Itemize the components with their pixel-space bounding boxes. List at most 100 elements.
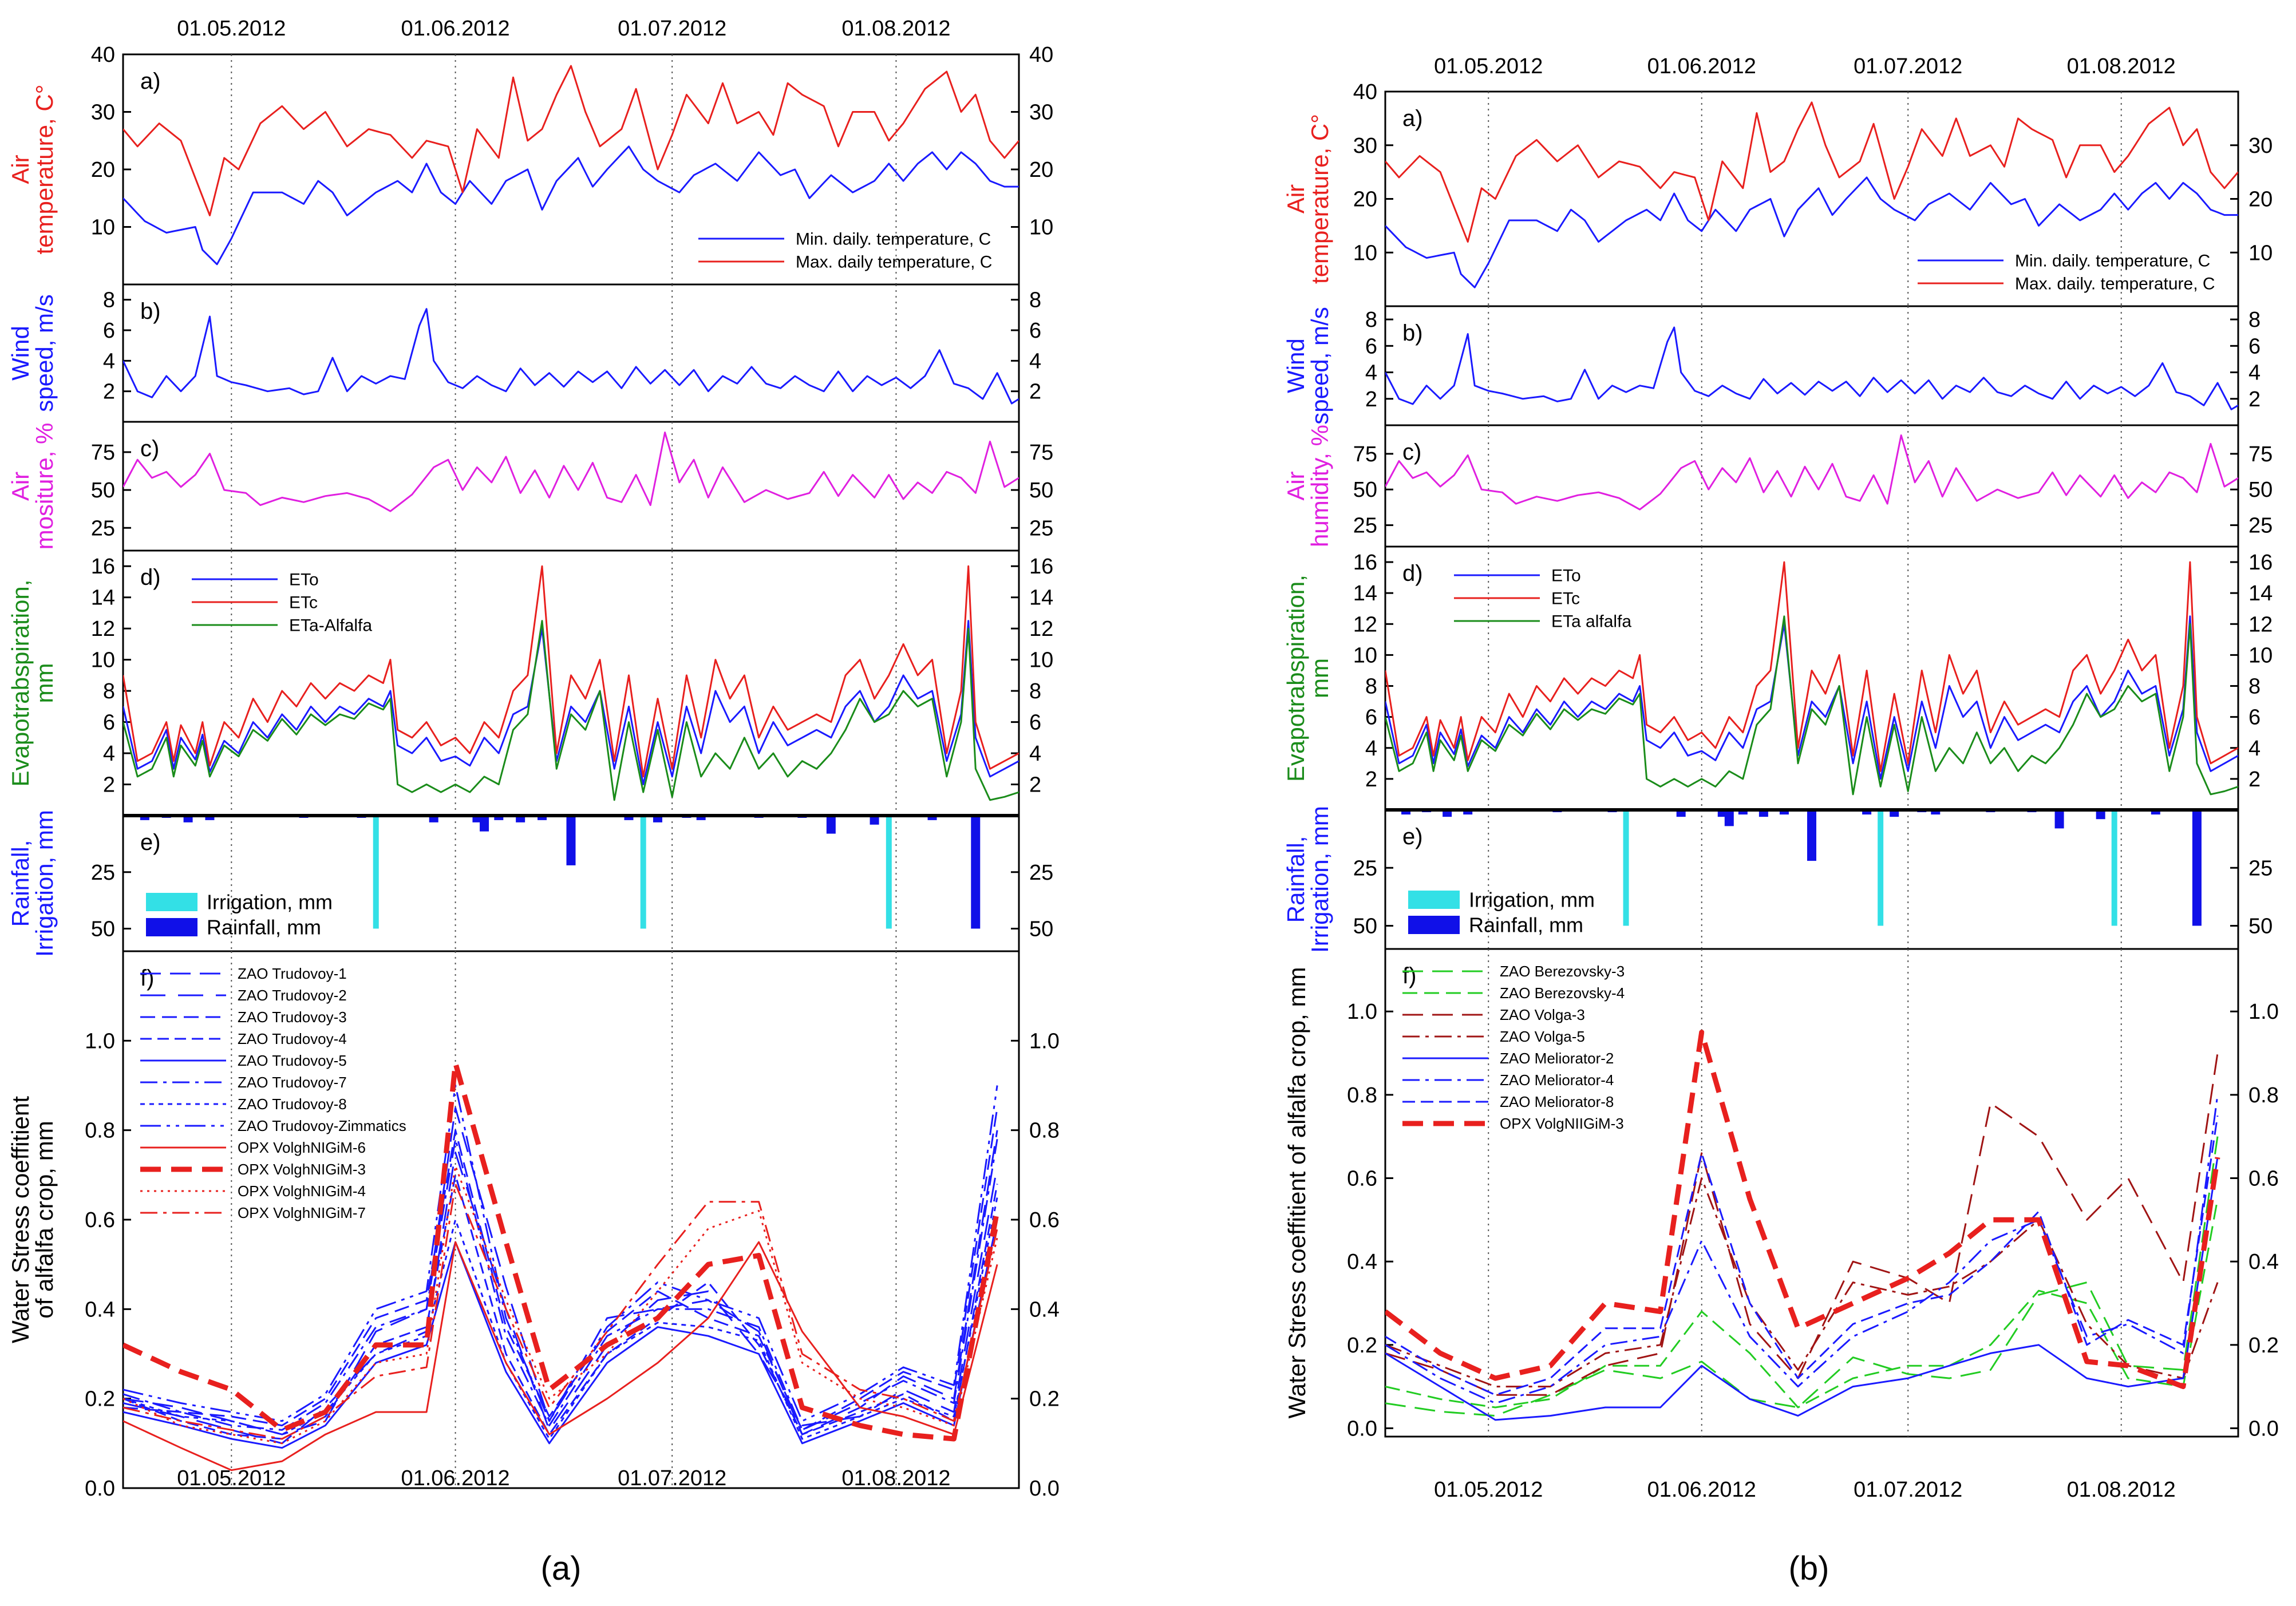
legend-label: Min. daily. temperature, C [2015, 252, 2210, 271]
series-line [1385, 1136, 2219, 1417]
y-tick-label: 75 [1353, 442, 1377, 466]
y-tick-label-right: 10 [1029, 216, 1053, 240]
y-tick-label: 20 [91, 158, 115, 182]
rainfall-bar [2151, 810, 2160, 815]
y-axis-label: Rainfall, [1282, 836, 1309, 923]
bottom-date-label: 01.05.2012 [177, 1466, 286, 1490]
y-tick-label-right: 1.0 [2248, 1000, 2279, 1024]
top-date-label: 01.05.2012 [1434, 54, 1543, 78]
series-line [123, 565, 1019, 778]
y-tick-label-right: 2 [1029, 773, 1041, 797]
y-tick-label-right: 8 [1029, 679, 1041, 703]
y-tick-label-right: 0.6 [2248, 1167, 2279, 1191]
y-axis-label: humidity, % [1306, 425, 1333, 547]
series-line [1385, 1053, 2219, 1396]
panel-tag: c) [140, 436, 159, 461]
y-tick-label-right: 20 [2248, 188, 2273, 212]
legend-label: ETc [289, 594, 318, 612]
panel-f: 0.0 0.2 0.4 0.6 0.8 1.0 0.0 0.2 0.4 0.6 0.8 1.0 f) Wa… [7, 950, 1060, 1501]
rainfall-bar [696, 816, 706, 820]
legend-label: ZAO Berezovsky-4 [1500, 984, 1625, 1002]
legend: ETo ETc ETa alfalfa [1454, 567, 1631, 631]
y-tick-label-right: 20 [1029, 158, 1053, 182]
series-line [1385, 615, 2238, 780]
rainfall-bar [1724, 810, 1734, 826]
top-date-label: 01.05.2012 [177, 17, 286, 41]
rainfall-bar [2192, 810, 2202, 926]
rainfall-bar [1779, 810, 1789, 815]
top-date-label: 01.08.2012 [2067, 54, 2176, 78]
y-tick-label: 14 [1353, 582, 1377, 606]
legend-label: ZAO Trudovoy-3 [238, 1008, 347, 1026]
rainfall-bar [183, 816, 193, 822]
panel-tag: f) [1402, 963, 1416, 988]
top-date-label: 01.08.2012 [841, 17, 950, 41]
legend-label: OPX VolghNIGiM-3 [238, 1161, 366, 1178]
plot-area [140, 816, 981, 929]
y-tick-label: 0.4 [85, 1298, 115, 1322]
series-line [1385, 1198, 2219, 1409]
panel-f: 0.0 0.2 0.4 0.6 0.8 1.0 0.0 0.2 0.4 0.6 0.8 1.0 f) Wa… [1283, 948, 2279, 1441]
y-tick-label: 6 [1365, 334, 1377, 358]
y-axis-label: Air [1282, 471, 1309, 500]
legend-label: Rainfall, mm [1469, 913, 1583, 937]
y-tick-label: 6 [103, 319, 115, 343]
legend-label: ZAO Berezovsky-3 [1500, 963, 1625, 980]
legend-label: ZAO Trudovoy-8 [238, 1095, 347, 1113]
panel-d: 2 4 6 8 10 12 14 16 2 4 6 8 10 12 14 16 d) Evapotrabspira… [7, 549, 1053, 817]
rainfall-bar [1443, 810, 1452, 817]
rainfall-bar [480, 816, 489, 832]
rainfall-bar [205, 816, 215, 820]
legend-label: OPX VolgNIIGiM-3 [1500, 1115, 1624, 1132]
y-tick-label-right: 30 [1029, 101, 1053, 125]
y-tick-label: 0.8 [1347, 1083, 1377, 1107]
y-tick-label-right: 6 [2248, 334, 2261, 358]
series-line [123, 432, 1019, 512]
rainfall-bar [494, 816, 504, 820]
legend-label: ETo [1551, 567, 1581, 586]
series-line [123, 620, 1019, 785]
legend: ZAO Trudovoy-1 ZAO Trudovoy-2 ZAO Trudovoy… [140, 965, 406, 1221]
legend-label: OPX VolghNIGiM-4 [238, 1182, 366, 1200]
legend-label: Irrigation, mm [1469, 888, 1595, 912]
panel-tag: b) [140, 299, 161, 324]
y-tick-label-right: 8 [2248, 675, 2261, 699]
series-line [123, 1183, 998, 1440]
y-tick-label: 25 [91, 861, 115, 885]
y-axis-label: Water Stress coeffitient [7, 1096, 34, 1343]
legend-label: Rainfall, mm [207, 916, 321, 939]
legend-swatch [146, 918, 197, 936]
legend-label: ZAO Meliorator-8 [1500, 1093, 1614, 1110]
figure-caption: (b) [1789, 1550, 1829, 1587]
panel-tag: e) [1402, 824, 1423, 849]
y-tick-label-right: 0.0 [1029, 1477, 1060, 1501]
legend-label: ZAO Trudovoy-4 [238, 1030, 347, 1047]
y-tick-label: 4 [1365, 737, 1377, 761]
rainfall-bar [140, 816, 149, 820]
panel-d: 2 4 6 8 10 12 14 16 2 4 6 8 10 12 14 16 d) Evapotrabspira… [1282, 545, 2273, 811]
y-tick-label-right: 25 [1029, 516, 1053, 540]
y-axis-label: temperature, C° [1306, 114, 1333, 284]
rainfall-bar [826, 816, 836, 834]
y-tick-label: 14 [91, 586, 115, 610]
plot-area [123, 432, 1019, 512]
y-tick-label-right: 0.4 [1029, 1298, 1060, 1322]
rainfall-bar [1463, 810, 1473, 815]
figure-caption: (a) [541, 1550, 582, 1587]
y-tick-label-right: 75 [1029, 441, 1053, 465]
y-tick-label-right: 14 [1029, 586, 1053, 610]
irrigation-bar [1878, 810, 1884, 926]
bottom-date-label: 01.07.2012 [618, 1466, 726, 1490]
rainfall-bar [870, 816, 879, 825]
y-tick-label-right: 4 [2248, 361, 2261, 385]
y-tick-label: 2 [1365, 387, 1377, 412]
irrigation-bar [886, 816, 892, 929]
y-tick-label: 0.8 [85, 1119, 115, 1143]
plot-area [123, 1060, 1000, 1471]
irrigation-bar [640, 816, 646, 929]
